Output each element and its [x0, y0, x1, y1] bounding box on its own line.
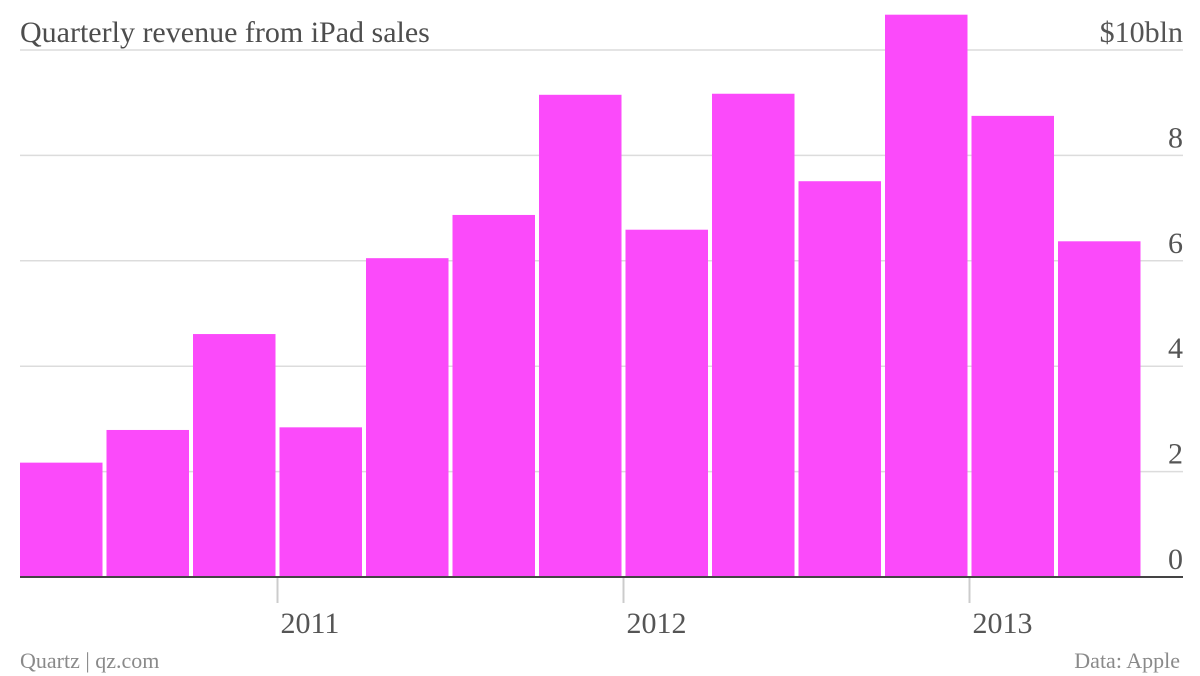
bar: [452, 214, 535, 578]
y-tick-label: 8: [1168, 121, 1183, 154]
bar: [106, 429, 189, 577]
bar: [539, 94, 622, 578]
bars: [20, 14, 1141, 578]
bar: [1058, 241, 1141, 577]
x-axis-ticks: 2011 2012 2013: [276, 578, 1033, 640]
bar: [971, 115, 1054, 577]
x-tick-label: 2013: [973, 607, 1033, 640]
bar: [798, 181, 881, 577]
x-tick-label: 2011: [281, 607, 340, 640]
y-tick-label: 6: [1168, 227, 1183, 260]
x-tick-label: 2012: [627, 607, 687, 640]
y-tick-label: 2: [1168, 438, 1183, 471]
chart-title: Quarterly revenue from iPad sales: [20, 16, 430, 49]
bar: [625, 229, 708, 577]
source-credit: Quartz | qz.com: [20, 648, 159, 673]
y-unit-label: $10bln: [1100, 16, 1183, 49]
data-source: Data: Apple: [1074, 648, 1180, 673]
y-tick-label: 0: [1168, 543, 1183, 576]
bar: [885, 14, 968, 578]
bar: [712, 93, 795, 577]
bar: [279, 427, 362, 577]
bar: [366, 258, 449, 577]
bar: [193, 334, 276, 577]
bar: [20, 462, 103, 577]
y-tick-label: 4: [1168, 332, 1183, 365]
y-axis-ticks: 0 2 4 6 8: [1168, 121, 1183, 576]
